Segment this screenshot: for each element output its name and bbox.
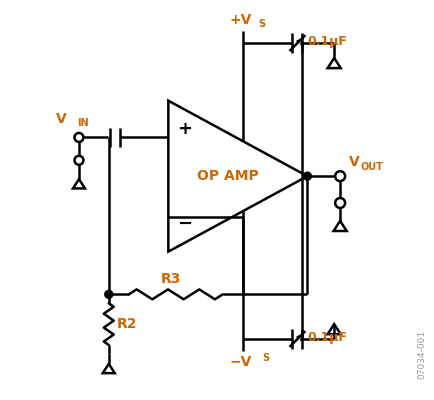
Text: V: V — [348, 155, 359, 169]
Text: −: − — [176, 215, 191, 233]
Text: 07034-001: 07034-001 — [417, 330, 426, 379]
Text: +: + — [176, 120, 191, 138]
Circle shape — [105, 290, 112, 298]
Circle shape — [302, 172, 311, 180]
Text: R3: R3 — [161, 272, 181, 286]
Text: −V: −V — [229, 355, 251, 369]
Text: OP AMP: OP AMP — [197, 169, 258, 183]
Text: OUT: OUT — [360, 162, 383, 172]
Text: IN: IN — [77, 118, 89, 128]
Text: S: S — [258, 19, 265, 29]
Text: V: V — [56, 112, 67, 126]
Text: S: S — [262, 353, 269, 363]
Text: 0.1μF: 0.1μF — [307, 330, 346, 344]
Text: 0.1μF: 0.1μF — [307, 35, 346, 48]
Text: +V: +V — [229, 13, 251, 27]
Text: R2: R2 — [116, 317, 137, 331]
